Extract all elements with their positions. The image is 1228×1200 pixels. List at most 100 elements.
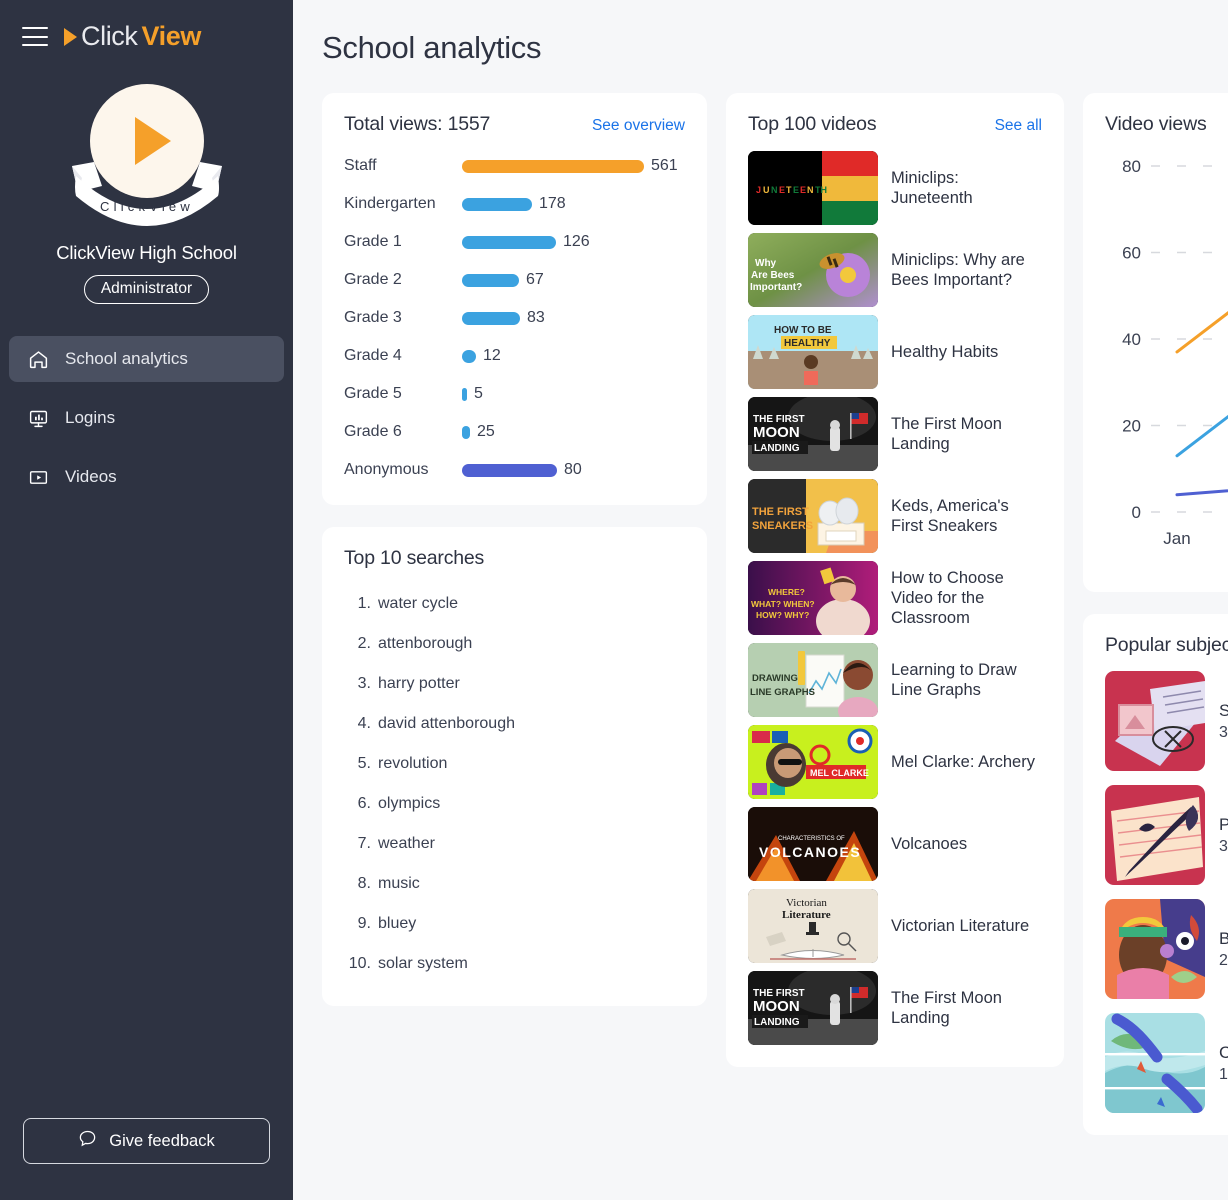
sidebar-item-videos[interactable]: Videos: [9, 454, 284, 500]
bar-category-label: Grade 5: [344, 385, 402, 402]
search-term: harry potter: [378, 675, 460, 692]
bar-track: 25: [462, 423, 495, 441]
subject-list-item[interactable]: Si 32: [1105, 671, 1228, 771]
video-title: Miniclips: Juneteenth: [891, 168, 973, 207]
video-list-item[interactable]: J U N E T E E N TH Miniclips: Juneteenth: [748, 151, 1042, 225]
bar-category-label: Grade 3: [344, 309, 402, 326]
total-views-title: Total views: 1557: [344, 113, 491, 135]
dashboard-columns: Total views: 1557 See overview Staff 561 K…: [322, 93, 1228, 1135]
subject-thumbnail[interactable]: [1105, 671, 1205, 771]
search-list-item[interactable]: 10. solar system: [344, 944, 685, 984]
video-thumbnail[interactable]: Victorian Literature: [748, 889, 878, 963]
top-searches-title: Top 10 searches: [344, 547, 485, 569]
search-list-item[interactable]: 6. olympics: [344, 784, 685, 824]
svg-text:MEL CLARKE: MEL CLARKE: [810, 768, 869, 778]
subject-list-item[interactable]: Po 31: [1105, 785, 1228, 885]
give-feedback-button[interactable]: Give feedback: [23, 1118, 270, 1164]
svg-text:THE FIRST: THE FIRST: [753, 414, 805, 425]
sidebar-item-logins[interactable]: Logins: [9, 395, 284, 441]
video-thumbnail[interactable]: CHARACTERISTICS OF VOLCANOES: [748, 807, 878, 881]
subject-list-item[interactable]: Cl 19: [1105, 1013, 1228, 1113]
school-crest: ClickView: [0, 84, 293, 236]
video-title: Keds, America's First Sneakers: [891, 496, 1009, 535]
bar-fill: [462, 387, 467, 401]
subject-thumbnail[interactable]: [1105, 785, 1205, 885]
wordmark-view: View: [141, 21, 202, 51]
search-term: weather: [378, 835, 435, 852]
bar-value-label: 25: [477, 423, 495, 440]
subject-name: Si: [1219, 700, 1228, 720]
search-rank: 4.: [357, 715, 371, 732]
search-list-item[interactable]: 2. attenborough: [344, 624, 685, 664]
bar-track: 561: [462, 157, 678, 175]
sidebar-item-school-analytics[interactable]: School analytics: [9, 336, 284, 382]
subject-text: Bl 20: [1219, 929, 1228, 970]
video-thumbnail[interactable]: THE FIRST MOON LANDING: [748, 397, 878, 471]
bar-row: Grade 6 25: [344, 419, 685, 445]
main-content: School analytics Total views: 1557 See o…: [293, 0, 1228, 1200]
subject-thumbnail[interactable]: [1105, 899, 1205, 999]
y-axis-tick-label: 80: [1122, 157, 1141, 176]
search-list-item[interactable]: 7. weather: [344, 824, 685, 864]
bar-track: 80: [462, 461, 582, 479]
search-list-item[interactable]: 5. revolution: [344, 744, 685, 784]
speech-bubble-icon: [78, 1129, 97, 1153]
see-all-link[interactable]: See all: [994, 117, 1042, 134]
video-list-item[interactable]: HOW TO BE HEALTHY Healthy Habits: [748, 315, 1042, 389]
search-list-item[interactable]: 9. bluey: [344, 904, 685, 944]
video-title: The First Moon Landing: [891, 414, 1002, 453]
video-views-card: Video views 0 20 40 60 80 Jan: [1083, 93, 1228, 592]
search-list-item[interactable]: 3. harry potter: [344, 664, 685, 704]
subject-name: Bl: [1219, 928, 1228, 948]
video-list-item[interactable]: CHARACTERISTICS OF VOLCANOES Volcanoes: [748, 807, 1042, 881]
video-list-item[interactable]: WHERE? WHAT? WHEN? HOW? WHY? How to Choose …: [748, 561, 1042, 635]
video-list-item[interactable]: Victorian Literature Victorian Literature: [748, 889, 1042, 963]
video-thumbnail[interactable]: THE FIRST MOON LANDING: [748, 971, 878, 1045]
search-list-item[interactable]: 4. david attenborough: [344, 704, 685, 744]
svg-text:WHERE?: WHERE?: [768, 587, 805, 597]
svg-text:E: E: [800, 185, 806, 195]
line-chart-svg: 0 20 40 60 80 Jan: [1122, 157, 1228, 548]
video-thumbnail[interactable]: WHERE? WHAT? WHEN? HOW? WHY?: [748, 561, 878, 635]
sidebar-nav: School analytics Logins: [0, 336, 293, 500]
video-views-title: Video views: [1105, 113, 1207, 135]
bar-track: 67: [462, 271, 544, 289]
total-views-card: Total views: 1557 See overview Staff 561 K…: [322, 93, 707, 505]
bar-row: Grade 5 5: [344, 381, 685, 407]
search-list-item[interactable]: 1. water cycle: [344, 584, 685, 624]
bar-value-label: 83: [527, 309, 545, 326]
video-title: Volcanoes: [891, 834, 968, 853]
y-axis-tick-label: 20: [1122, 417, 1141, 436]
line-series-indigo-series: [1175, 489, 1228, 497]
video-list-item[interactable]: MEL CLARKE Mel Clarke: Archery: [748, 725, 1042, 799]
see-overview-link[interactable]: See overview: [591, 117, 685, 134]
search-list-item[interactable]: 8. music: [344, 864, 685, 904]
bar-track: 178: [462, 195, 566, 213]
video-thumbnail[interactable]: THE FIRST SNEAKERS: [748, 479, 878, 553]
video-thumbnail[interactable]: J U N E T E E N TH: [748, 151, 878, 225]
clickview-logo[interactable]: Click View: [64, 21, 201, 52]
video-thumbnail[interactable]: Why Are Bees Important?: [748, 233, 878, 307]
hamburger-menu-icon[interactable]: [22, 27, 48, 46]
crest-circle: [89, 84, 204, 198]
video-thumbnail[interactable]: HOW TO BE HEALTHY: [748, 315, 878, 389]
video-thumbnail[interactable]: MEL CLARKE: [748, 725, 878, 799]
subject-list-item[interactable]: Bl 20: [1105, 899, 1228, 999]
search-rank: 9.: [357, 915, 371, 932]
video-thumbnail[interactable]: DRAWING LINE GRAPHS: [748, 643, 878, 717]
top-searches-list: 1. water cycle 2. attenborough 3. harry potte…: [344, 584, 685, 984]
video-list-item[interactable]: THE FIRST MOON LANDING The First Moon Landi…: [748, 397, 1042, 471]
video-list-item[interactable]: Why Are Bees Important? Miniclips: Why are …: [748, 233, 1042, 307]
popular-subjects-card: Popular subjects Si 32 Po 31 Bl 20 Cl 19: [1083, 614, 1228, 1135]
subject-thumbnail[interactable]: [1105, 1013, 1205, 1113]
popular-subjects-list: Si 32 Po 31 Bl 20 Cl 19: [1105, 671, 1228, 1113]
video-list-item[interactable]: THE FIRST MOON LANDING The First Moon Landi…: [748, 971, 1042, 1045]
video-list-item[interactable]: THE FIRST SNEAKERS Keds, America's First S…: [748, 479, 1042, 553]
svg-text:MOON: MOON: [753, 424, 800, 441]
bar-value-label: 80: [564, 461, 582, 478]
bar-category-label: Anonymous: [344, 461, 429, 478]
video-list-item[interactable]: DRAWING LINE GRAPHS Learning to Draw Line …: [748, 643, 1042, 717]
bar-category-label: Grade 1: [344, 233, 402, 250]
column-left: Total views: 1557 See overview Staff 561 K…: [322, 93, 707, 1006]
